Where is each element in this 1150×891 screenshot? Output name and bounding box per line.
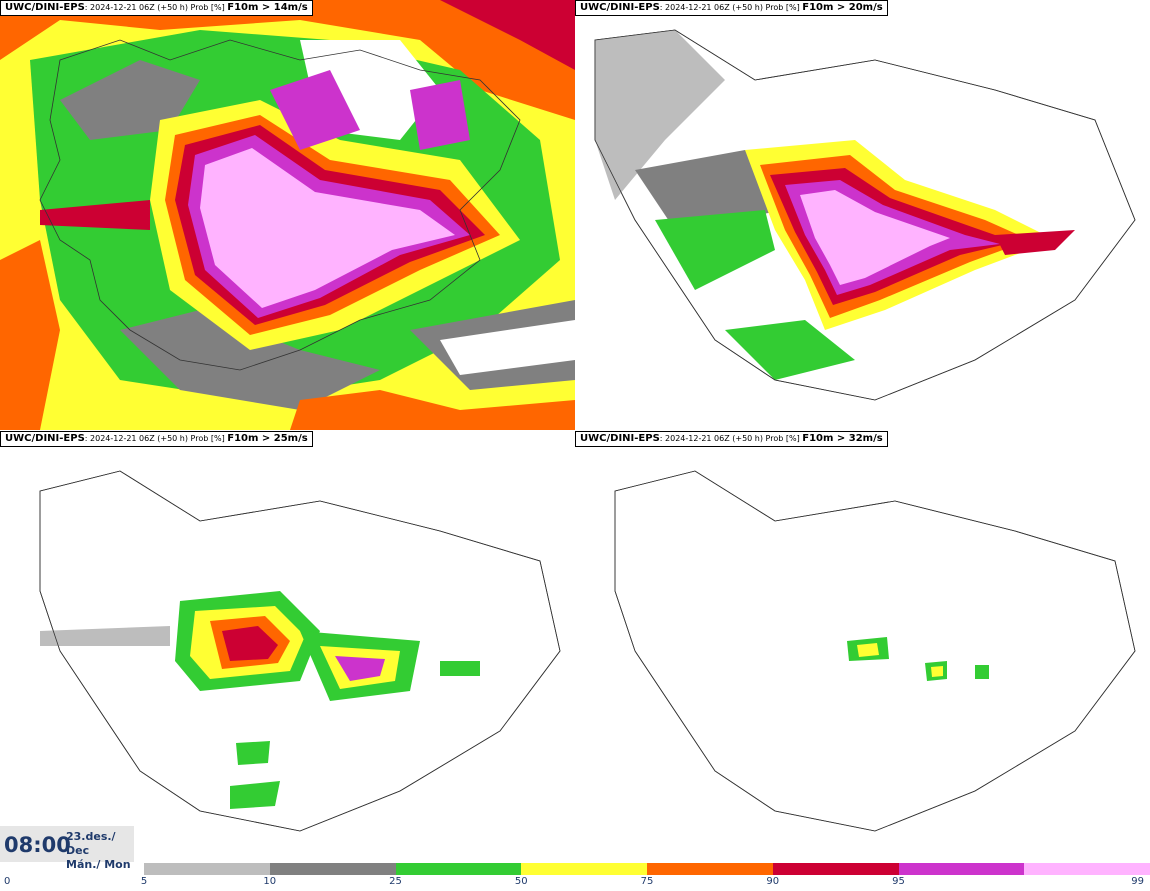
colorbar-tick-label: 10 — [263, 876, 277, 887]
colorbar-tick-label: 0 — [4, 876, 11, 887]
probability-map-20ms — [594, 29, 1136, 401]
colorbar-tick-label: 90 — [766, 876, 780, 887]
map-panel-25ms: UWC/DINI-EPS: 2024-12-21 06Z (+50 h) Pro… — [0, 431, 575, 861]
run-info: 2024-12-21 06Z (+50 h) Prob [%] — [90, 3, 225, 12]
probability-colorbar — [144, 863, 1150, 875]
model-name: UWC/DINI-EPS — [580, 2, 660, 13]
colorbar-ticks: 0 5 10 25 50 75 90 95 99 — [0, 876, 1150, 890]
valid-hour: 08:00 — [4, 833, 71, 857]
colorbar-segment — [144, 863, 270, 875]
model-name: UWC/DINI-EPS — [5, 433, 85, 444]
run-info: 2024-12-21 06Z (+50 h) Prob [%] — [665, 3, 800, 12]
valid-date-line2: Mán./ Mon — [66, 858, 131, 871]
panel-title: UWC/DINI-EPS: 2024-12-21 06Z (+50 h) Pro… — [575, 431, 888, 447]
colorbar-segment — [269, 863, 396, 875]
colorbar-tick-label: 99 — [1131, 876, 1144, 887]
colorbar-segment — [395, 863, 522, 875]
colorbar-segment — [772, 863, 899, 875]
threshold-label: F10m > 14m/s — [227, 2, 308, 13]
valid-date-line1: 23.des./ Dec — [66, 830, 116, 857]
colorbar-segment — [647, 863, 773, 875]
colorbar-tick-label: 75 — [640, 876, 654, 887]
panel-title: UWC/DINI-EPS: 2024-12-21 06Z (+50 h) Pro… — [0, 0, 313, 16]
map-panel-32ms: UWC/DINI-EPS: 2024-12-21 06Z (+50 h) Pro… — [575, 431, 1150, 861]
colorbar-tick-label: 25 — [389, 876, 402, 887]
valid-date: 23.des./ Dec Mán./ Mon — [66, 830, 134, 872]
threshold-label: F10m > 32m/s — [802, 433, 883, 444]
colorbar-segment — [521, 863, 647, 875]
run-info: 2024-12-21 06Z (+50 h) Prob [%] — [665, 434, 800, 443]
threshold-label: F10m > 20m/s — [802, 2, 883, 13]
colorbar-segment — [898, 863, 1025, 875]
colorbar-tick-label: 95 — [892, 876, 905, 887]
probability-map-14ms — [0, 0, 575, 430]
map-panel-20ms: UWC/DINI-EPS: 2024-12-21 06Z (+50 h) Pro… — [575, 0, 1150, 430]
colorbar-segment — [1024, 863, 1150, 875]
colorbar-tick-label: 5 — [140, 876, 148, 887]
run-info: 2024-12-21 06Z (+50 h) Prob [%] — [90, 434, 225, 443]
colorbar-tick-label: 50 — [514, 876, 528, 887]
probability-map-25ms — [39, 470, 561, 832]
model-name: UWC/DINI-EPS — [5, 2, 85, 13]
probability-map-32ms — [614, 470, 1136, 832]
threshold-label: F10m > 25m/s — [227, 433, 308, 444]
model-name: UWC/DINI-EPS — [580, 433, 660, 444]
panel-title: UWC/DINI-EPS: 2024-12-21 06Z (+50 h) Pro… — [0, 431, 313, 447]
valid-time-box: 08:00 23.des./ Dec Mán./ Mon — [0, 826, 134, 871]
panel-title: UWC/DINI-EPS: 2024-12-21 06Z (+50 h) Pro… — [575, 0, 888, 16]
map-panel-14ms: UWC/DINI-EPS: 2024-12-21 06Z (+50 h) Pro… — [0, 0, 575, 430]
